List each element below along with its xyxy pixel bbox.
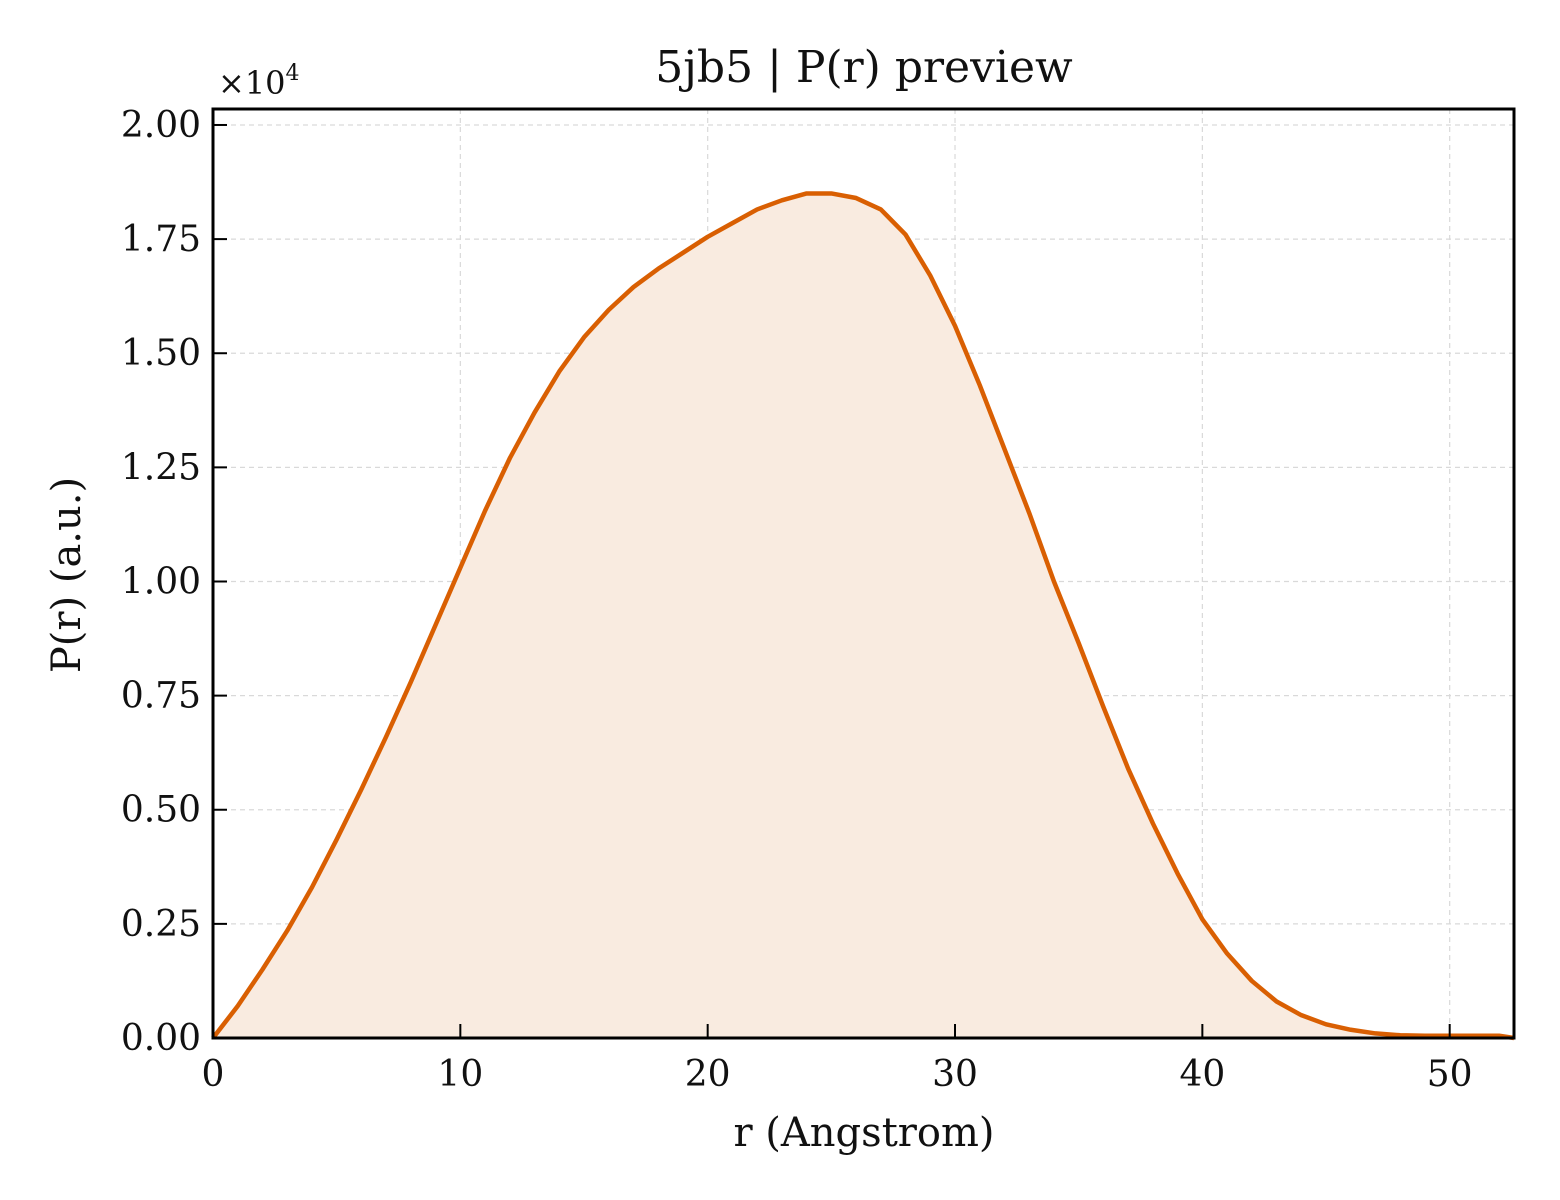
x-tick-label-1: 10 xyxy=(437,1054,483,1095)
y-tick-label-5: 1.25 xyxy=(121,447,201,488)
y-tick-label-7: 1.75 xyxy=(121,219,201,260)
y-axis-label: P(r) (a.u.) xyxy=(44,477,90,673)
y-tick-label-3: 0.75 xyxy=(121,676,201,717)
x-tick-label-5: 50 xyxy=(1427,1054,1473,1095)
y-multiplier: ×104 xyxy=(218,61,300,102)
y-tick-label-8: 2.00 xyxy=(121,105,201,146)
y-multiplier-exponent: 4 xyxy=(286,61,300,86)
y-tick-label-6: 1.50 xyxy=(121,333,201,374)
plot-frame xyxy=(211,107,1516,1040)
y-tick-label-1: 0.25 xyxy=(121,904,201,945)
y-tick-label-4: 1.00 xyxy=(121,561,201,602)
x-axis-label: r (Angstrom) xyxy=(733,1110,994,1156)
chart-title: 5jb5 | P(r) preview xyxy=(655,42,1073,93)
y-multiplier-base: ×10 xyxy=(218,64,286,102)
y-tick-label-2: 0.50 xyxy=(121,790,201,831)
x-tick-label-0: 0 xyxy=(202,1054,225,1095)
area-fill xyxy=(213,193,1514,1038)
x-tick-label-3: 30 xyxy=(932,1054,978,1095)
x-tick-label-4: 40 xyxy=(1179,1054,1225,1095)
axis-ticks: 0 10 20 30 40 50 0.00 0.25 0.50 0.75 1.00 1.25 1.50 1… xyxy=(121,105,1473,1095)
series-line xyxy=(211,191,1515,1041)
x-tick-label-2: 20 xyxy=(685,1054,731,1095)
y-tick-label-0: 0.00 xyxy=(121,1018,201,1059)
